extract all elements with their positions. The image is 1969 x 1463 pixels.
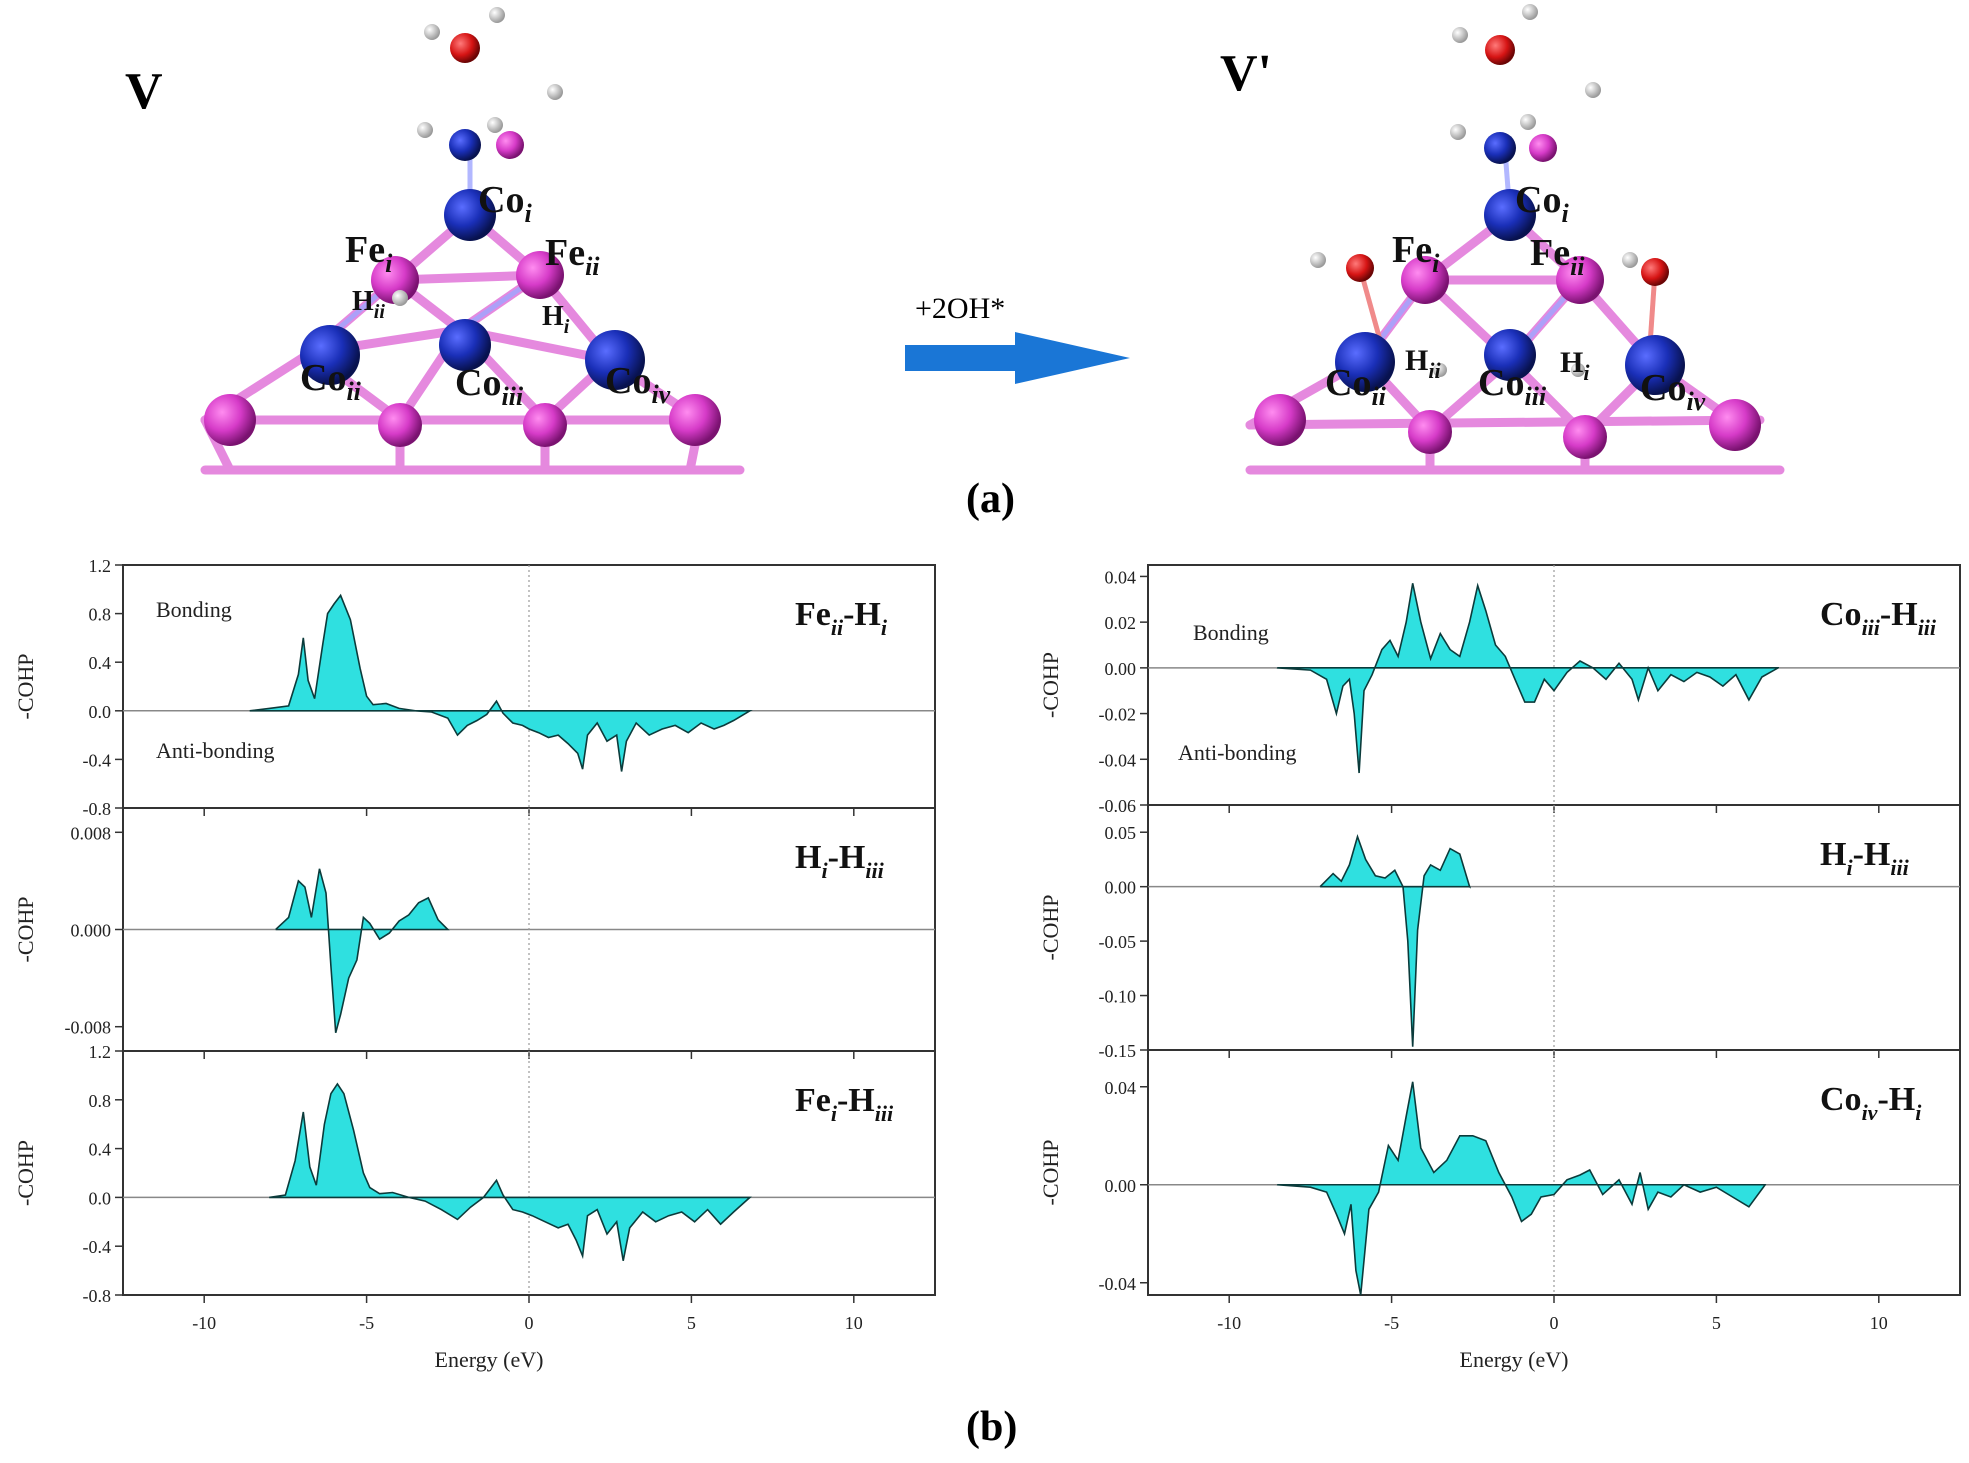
y-tick-label: 0.4 (89, 653, 112, 673)
y-tick-label: -0.4 (83, 1237, 112, 1257)
y-tick-label: -0.8 (83, 799, 112, 819)
y-tick-label: 1.2 (89, 1042, 112, 1062)
structure-v-prime (1245, 4, 1785, 475)
panel-title: Coiv-Hi (1820, 1081, 1922, 1125)
anti-bonding-annotation: Anti-bonding (156, 738, 275, 763)
cohp-charts: 1.2 0.8 0.4 0.0 -0.4 -0.8 -COHP Feii-Hi Bonding A… (13, 556, 1961, 1372)
bonding-annotation: Bonding (1193, 620, 1269, 645)
cohp-panel-5: 0.05 0.00 -0.05 -0.10 -0.15 -COHP Hi-Hiii (1038, 804, 1961, 1061)
label-co-ii: Coii (300, 357, 362, 406)
x-tick-label: 5 (687, 1313, 696, 1333)
label-fe-ii-right: Feii (1530, 232, 1585, 281)
cohp-panel-6: 0.04 0.00 -0.04 -10 -5 0 5 10 -COHP Energy (eV) Co… (1038, 1049, 1961, 1372)
y-axis-label: -COHP (13, 653, 38, 719)
y-axis-label: -COHP (1038, 652, 1063, 718)
y-tick-label: 0.0 (89, 702, 112, 722)
label-co-iv: Coiv (605, 360, 671, 409)
x-tick-label: 5 (1712, 1313, 1721, 1333)
y-tick-label: 0.000 (71, 921, 112, 941)
y-tick-label: -0.10 (1099, 987, 1137, 1007)
y-tick-label: 0.00 (1105, 878, 1137, 898)
x-axis-label: Energy (eV) (1460, 1347, 1569, 1372)
cohp-area (275, 868, 450, 1034)
y-axis-label: -COHP (13, 1140, 38, 1206)
label-h-i: Hi (542, 301, 570, 338)
y-tick-label: 1.2 (89, 556, 112, 576)
y-tick-label: -0.06 (1099, 796, 1137, 816)
y-tick-label: -0.05 (1099, 932, 1137, 952)
y-tick-label: -0.8 (83, 1286, 112, 1306)
cohp-panel-2: 0.008 0.000 -0.008 -COHP Hi-Hiii (13, 807, 936, 1059)
cohp-panel-3: 1.2 0.8 0.4 0.0 -0.4 -0.8 -10 -5 0 5 10 -COHP Energy… (13, 1042, 936, 1372)
cohp-area (1319, 833, 1471, 1047)
y-tick-label: 0.00 (1105, 659, 1137, 679)
x-tick-label: 0 (1550, 1313, 1559, 1333)
cohp-area (249, 593, 753, 772)
label-co-iii-right: Coiii (1478, 362, 1547, 411)
y-tick-label: -0.04 (1099, 1274, 1137, 1294)
label-co-iv-right: Coiv (1640, 367, 1706, 416)
y-tick-label: 0.8 (89, 1091, 112, 1111)
atom-labels-left: Coi Fei Feii Hii Hi Coii Coiii Coiv (300, 179, 671, 411)
y-tick-label: 0.02 (1105, 613, 1137, 633)
x-tick-label: 10 (1870, 1313, 1888, 1333)
panel-title: Hi-Hiii (1820, 836, 1910, 880)
panel-a-label: (a) (966, 476, 1015, 522)
y-tick-label: 0.00 (1105, 1176, 1137, 1196)
anti-bonding-annotation: Anti-bonding (1178, 740, 1297, 765)
y-tick-label: -0.008 (65, 1018, 112, 1038)
label-h-ii-right: Hii (1405, 344, 1441, 383)
cohp-area (1276, 1081, 1767, 1296)
y-axis-label: -COHP (1038, 894, 1063, 960)
cohp-area (1276, 582, 1780, 774)
x-tick-label: -5 (1384, 1313, 1399, 1333)
label-fe-i: Fei (345, 229, 393, 278)
state-v-label: V (125, 63, 163, 120)
state-v-prime-label: V' (1220, 45, 1272, 102)
y-axis-label: -COHP (1038, 1139, 1063, 1205)
x-tick-label: -5 (359, 1313, 374, 1333)
y-tick-label: -0.4 (83, 750, 112, 770)
y-axis-label: -COHP (13, 896, 38, 962)
y-tick-label: -0.04 (1099, 750, 1137, 770)
label-co-ii-right: Coii (1325, 362, 1387, 411)
cohp-area (269, 1082, 752, 1261)
panel-b-label: (b) (966, 1404, 1017, 1450)
label-co-i-right: Coi (1515, 179, 1569, 228)
cohp-panel-1: 1.2 0.8 0.4 0.0 -0.4 -0.8 -COHP Feii-Hi Bonding A… (13, 556, 936, 819)
label-fe-ii: Feii (545, 232, 600, 281)
label-co-i: Coi (478, 179, 532, 228)
x-tick-label: -10 (192, 1313, 216, 1333)
y-tick-label: 0.008 (71, 823, 112, 843)
structure-v (200, 7, 745, 475)
y-tick-label: 0.05 (1105, 823, 1137, 843)
label-co-iii: Coiii (455, 362, 524, 411)
panel-title: Fei-Hiii (795, 1082, 894, 1126)
bonding-annotation: Bonding (156, 597, 232, 622)
y-tick-label: 0.4 (89, 1140, 112, 1160)
y-tick-label: -0.15 (1099, 1041, 1137, 1061)
y-tick-label: 0.8 (89, 605, 112, 625)
y-tick-label: 0.0 (89, 1188, 112, 1208)
label-h-i-right: Hi (1560, 346, 1590, 385)
x-tick-label: 10 (845, 1313, 863, 1333)
y-tick-label: 0.04 (1105, 567, 1137, 587)
panel-title: Coiii-Hiii (1820, 596, 1937, 640)
reaction-arrow (905, 332, 1130, 384)
x-tick-label: -10 (1217, 1313, 1241, 1333)
label-fe-i-right: Fei (1392, 229, 1440, 278)
atom-labels-right: Coi Fei Feii Hii Hi Coii Coiii Coiv (1325, 179, 1706, 416)
cohp-panel-4: 0.04 0.02 0.00 -0.02 -0.04 -0.06 -COHP Coiii-Hi… (1038, 564, 1961, 816)
x-axis-label: Energy (eV) (435, 1347, 544, 1372)
x-tick-label: 0 (525, 1313, 534, 1333)
y-tick-label: -0.02 (1099, 705, 1137, 725)
y-tick-label: 0.04 (1105, 1078, 1137, 1098)
label-h-ii: Hii (352, 286, 385, 323)
panel-title: Feii-Hi (795, 596, 888, 640)
arrow-label: +2OH* (915, 292, 1005, 325)
panel-title: Hi-Hiii (795, 839, 885, 883)
